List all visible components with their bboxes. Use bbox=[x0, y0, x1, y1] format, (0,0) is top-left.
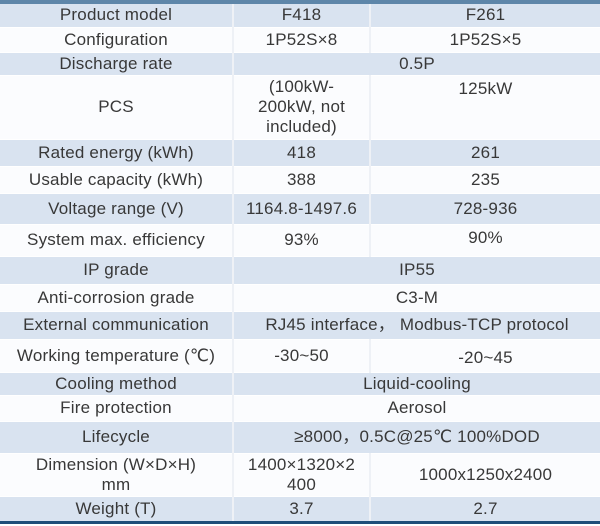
row-label: IP grade bbox=[0, 256, 234, 284]
row-label: Dimension (W×D×H) mm bbox=[0, 453, 234, 496]
cell-value: -30~50 bbox=[233, 339, 371, 372]
row-label: Usable capacity (kWh) bbox=[0, 166, 234, 193]
cell-value: 235 bbox=[471, 169, 500, 189]
cell-value: F418 bbox=[233, 2, 371, 27]
row-label: Voltage range (V) bbox=[0, 193, 234, 224]
cell-value: F261 bbox=[465, 5, 506, 25]
cell-value: 90% bbox=[468, 227, 503, 247]
cell-value: 0.5P bbox=[399, 53, 435, 73]
cell-value: 2.7 bbox=[473, 498, 498, 518]
cell-value: IP55 bbox=[399, 260, 435, 279]
table-row: Cooling method Liquid-cooling bbox=[0, 372, 600, 395]
table-row: Discharge rate 0.5P bbox=[0, 52, 600, 75]
cell-value: 728-936 bbox=[453, 198, 518, 218]
row-label: Weight (T) bbox=[0, 496, 234, 522]
cell-value: 1P52S×5 bbox=[449, 29, 522, 49]
table-row: Rated energy (kWh) 418 261 bbox=[0, 139, 600, 166]
cell-value: C3-M bbox=[395, 287, 439, 307]
table-row: Configuration 1P52S×8 1P52S×5 bbox=[0, 27, 600, 52]
row-label: System max. efficiency bbox=[0, 224, 234, 256]
row-label: Configuration bbox=[0, 27, 234, 52]
table-row: IP grade IP55 bbox=[0, 256, 600, 284]
cell-value: 1400×1320×2 400 bbox=[233, 453, 371, 496]
table-row: Fire protection Aerosol bbox=[0, 395, 600, 421]
cell-value: RJ45 interface， Modbus-TCP protocol bbox=[265, 315, 569, 334]
cell-value: (100kW- 200kW, not included) bbox=[233, 75, 371, 139]
table-row: Working temperature (℃) -30~50 -20~45 bbox=[0, 339, 600, 372]
table-row: Usable capacity (kWh) 388 235 bbox=[0, 166, 600, 193]
table-row: Dimension (W×D×H) mm 1400×1320×2 400 1000x… bbox=[0, 453, 600, 496]
table-row: Voltage range (V) 1164.8-1497.6 728-936 bbox=[0, 193, 600, 224]
cell-value: 125kW bbox=[458, 78, 513, 98]
row-label: Lifecycle bbox=[0, 421, 234, 453]
row-label: Rated energy (kWh) bbox=[0, 139, 234, 166]
cell-value: Aerosol bbox=[387, 398, 447, 417]
row-label: External communication bbox=[0, 311, 234, 339]
table-row: Anti-corrosion grade C3-M bbox=[0, 284, 600, 311]
cell-value: 388 bbox=[233, 166, 371, 193]
row-label: Discharge rate bbox=[0, 52, 234, 75]
table-row: External communication RJ45 interface， Mo… bbox=[0, 311, 600, 339]
table-row: PCS (100kW- 200kW, not included) 125kW bbox=[0, 75, 600, 139]
cell-value: 93% bbox=[233, 224, 371, 256]
cell-value: 1P52S×8 bbox=[233, 27, 371, 52]
row-label: Anti-corrosion grade bbox=[0, 284, 234, 311]
table-row: System max. efficiency 93% 90% bbox=[0, 224, 600, 256]
cell-value: 1164.8-1497.6 bbox=[233, 193, 371, 224]
row-label: Product model bbox=[0, 2, 234, 27]
cell-value: ≥8000，0.5C@25℃ 100%DOD bbox=[294, 427, 540, 446]
row-label: Cooling method bbox=[0, 372, 234, 395]
table-row: Product model F418 F261 bbox=[0, 2, 600, 27]
cell-value: -20~45 bbox=[458, 347, 513, 367]
cell-value: 261 bbox=[471, 142, 500, 162]
cell-value: 418 bbox=[233, 139, 371, 166]
table-row: Lifecycle ≥8000，0.5C@25℃ 100%DOD bbox=[0, 421, 600, 453]
table-row: Weight (T) 3.7 2.7 bbox=[0, 496, 600, 522]
cell-value: Liquid-cooling bbox=[363, 373, 471, 393]
cell-value: 3.7 bbox=[233, 496, 371, 522]
row-label: PCS bbox=[0, 75, 234, 139]
row-label: Working temperature (℃) bbox=[0, 339, 234, 372]
row-label: Fire protection bbox=[0, 395, 234, 421]
cell-value: 1000x1250x2400 bbox=[418, 464, 553, 484]
